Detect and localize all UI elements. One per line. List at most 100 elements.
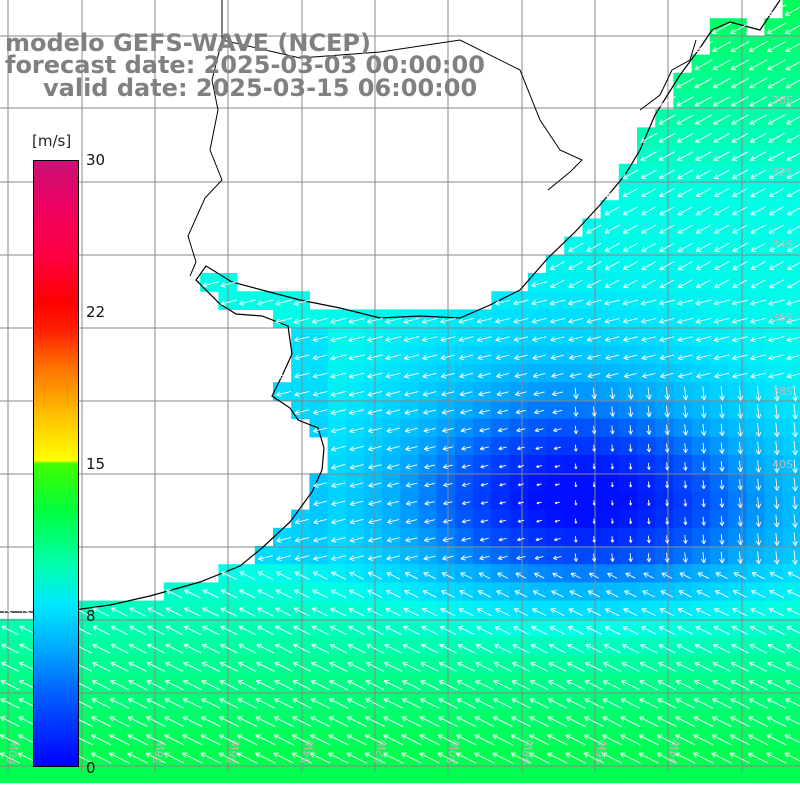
speed-cell bbox=[764, 746, 783, 765]
speed-cell bbox=[746, 546, 765, 565]
speed-cell bbox=[673, 692, 692, 711]
speed-cell bbox=[746, 764, 765, 783]
speed-cell bbox=[273, 528, 292, 547]
speed-cell bbox=[437, 673, 456, 692]
speed-cell bbox=[91, 710, 110, 729]
speed-cell bbox=[382, 437, 401, 456]
speed-cell bbox=[601, 673, 620, 692]
speed-cell bbox=[491, 564, 510, 583]
speed-cell bbox=[582, 473, 601, 492]
speed-cell bbox=[455, 455, 474, 474]
speed-cell bbox=[273, 601, 292, 620]
speed-cell bbox=[637, 218, 656, 237]
speed-cell bbox=[582, 637, 601, 656]
speed-cell bbox=[455, 673, 474, 692]
speed-cell bbox=[582, 673, 601, 692]
speed-cell bbox=[601, 764, 620, 783]
speed-cell bbox=[746, 36, 765, 55]
speed-cell bbox=[564, 673, 583, 692]
speed-cell bbox=[692, 455, 711, 474]
speed-cell bbox=[255, 582, 274, 601]
speed-cell bbox=[237, 582, 256, 601]
speed-cell bbox=[728, 437, 747, 456]
speed-cell bbox=[528, 473, 547, 492]
speed-cell bbox=[346, 764, 365, 783]
speed-cell bbox=[692, 364, 711, 383]
speed-cell bbox=[601, 491, 620, 510]
speed-cell bbox=[473, 564, 492, 583]
speed-cell bbox=[764, 601, 783, 620]
speed-cell bbox=[510, 637, 529, 656]
speed-cell bbox=[582, 273, 601, 292]
speed-cell bbox=[619, 692, 638, 711]
speed-cell bbox=[382, 582, 401, 601]
speed-cell bbox=[546, 601, 565, 620]
speed-cell bbox=[491, 546, 510, 565]
colorbar-tick-30: 30 bbox=[86, 151, 105, 169]
speed-cell bbox=[382, 673, 401, 692]
speed-cell bbox=[746, 182, 765, 201]
speed-cell bbox=[710, 655, 729, 674]
speed-cell bbox=[0, 710, 19, 729]
speed-cell bbox=[764, 146, 783, 165]
speed-cell bbox=[746, 255, 765, 274]
speed-cell bbox=[637, 546, 656, 565]
speed-cell bbox=[637, 127, 656, 146]
speed-cell bbox=[237, 764, 256, 783]
speed-cell bbox=[783, 491, 800, 510]
speed-cell bbox=[473, 637, 492, 656]
speed-cell bbox=[382, 637, 401, 656]
speed-cell bbox=[364, 619, 383, 638]
speed-cell bbox=[419, 655, 438, 674]
speed-cell bbox=[764, 400, 783, 419]
speed-cell bbox=[601, 710, 620, 729]
speed-cell bbox=[764, 564, 783, 583]
speed-cell bbox=[18, 764, 37, 783]
speed-cell bbox=[728, 200, 747, 219]
speed-cell bbox=[619, 710, 638, 729]
speed-cell bbox=[473, 528, 492, 547]
speed-cell bbox=[273, 637, 292, 656]
speed-cell bbox=[473, 673, 492, 692]
speed-cell bbox=[673, 510, 692, 529]
speed-cell bbox=[455, 473, 474, 492]
speed-cell bbox=[746, 146, 765, 165]
speed-cell bbox=[582, 619, 601, 638]
speed-cell bbox=[692, 437, 711, 456]
speed-cell bbox=[364, 655, 383, 674]
speed-cell bbox=[710, 382, 729, 401]
speed-cell bbox=[510, 692, 529, 711]
speed-cell bbox=[764, 73, 783, 92]
speed-cell bbox=[637, 273, 656, 292]
speed-cell bbox=[710, 546, 729, 565]
speed-cell bbox=[692, 528, 711, 547]
speed-cell bbox=[692, 127, 711, 146]
lat-label: 34S bbox=[772, 238, 793, 251]
speed-cell bbox=[400, 673, 419, 692]
speed-cell bbox=[783, 0, 800, 19]
speed-cell bbox=[710, 637, 729, 656]
speed-cell bbox=[728, 582, 747, 601]
speed-cell bbox=[455, 692, 474, 711]
speed-cell bbox=[728, 564, 747, 583]
speed-cell bbox=[746, 73, 765, 92]
speed-cell bbox=[546, 637, 565, 656]
speed-cell bbox=[455, 382, 474, 401]
speed-cell bbox=[437, 637, 456, 656]
speed-cell bbox=[637, 200, 656, 219]
speed-cell bbox=[710, 619, 729, 638]
speed-cell bbox=[491, 673, 510, 692]
speed-cell bbox=[783, 437, 800, 456]
speed-cell bbox=[619, 655, 638, 674]
speed-cell bbox=[637, 564, 656, 583]
speed-cell bbox=[692, 601, 711, 620]
speed-cell bbox=[601, 455, 620, 474]
speed-cell bbox=[564, 400, 583, 419]
speed-cell bbox=[382, 564, 401, 583]
speed-cell bbox=[710, 109, 729, 128]
speed-cell bbox=[309, 528, 328, 547]
speed-cell bbox=[637, 146, 656, 165]
speed-cell bbox=[710, 218, 729, 237]
speed-cell bbox=[673, 364, 692, 383]
